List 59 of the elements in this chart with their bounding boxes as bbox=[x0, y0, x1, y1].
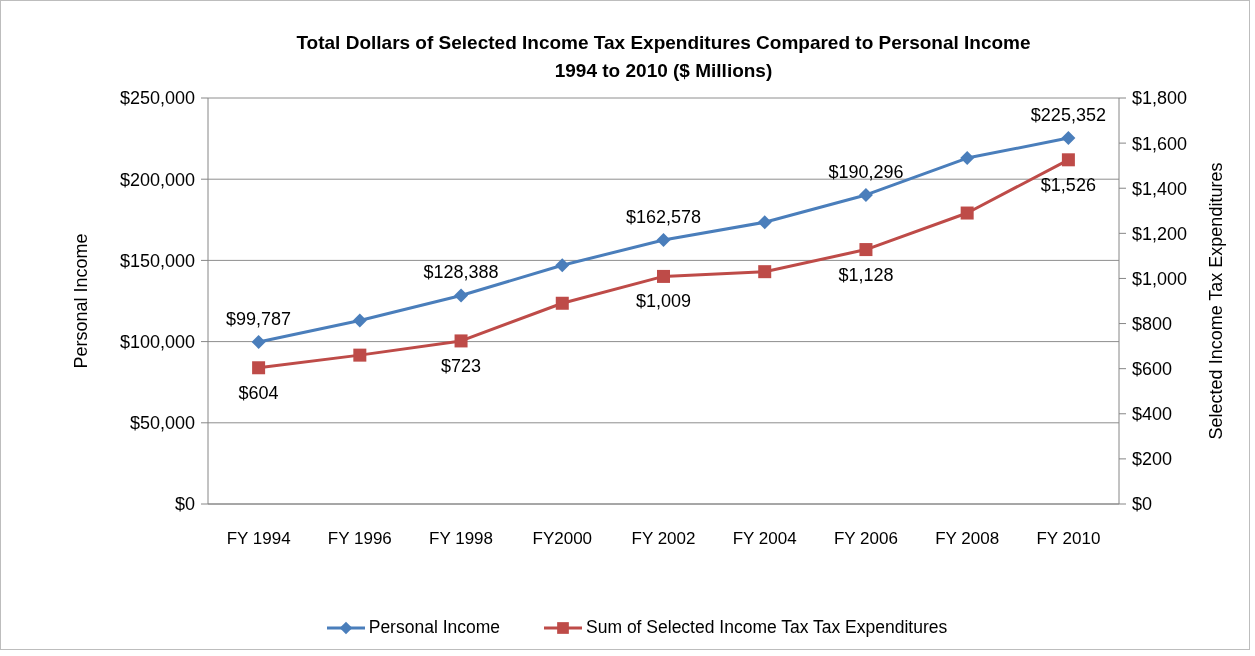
x-tick-label: FY 2002 bbox=[631, 529, 696, 549]
y-tick-label: $250,000 bbox=[119, 88, 195, 109]
point bbox=[555, 296, 569, 310]
chart-title: Total Dollars of Selected Income Tax Expenditures Compared to Personal Income bbox=[295, 31, 1032, 55]
y2-axis-title: Selected Income Tax Expenditures bbox=[1206, 162, 1226, 440]
point bbox=[454, 334, 468, 348]
data-label: $1,128 bbox=[838, 264, 894, 285]
data-label: $1,526 bbox=[1040, 174, 1096, 195]
legend-label: Sum of Selected Income Tax Tax Expenditures bbox=[586, 617, 948, 638]
x-tick-label: FY 2006 bbox=[833, 529, 898, 549]
data-label: $190,296 bbox=[828, 161, 904, 182]
x-tick-label: FY 2010 bbox=[1036, 529, 1101, 549]
data-label: $128,388 bbox=[423, 262, 499, 283]
y-tick-label: $50,000 bbox=[129, 413, 195, 434]
x-tick-label: FY 1998 bbox=[429, 529, 494, 549]
point bbox=[252, 361, 266, 375]
point bbox=[555, 258, 570, 273]
y2-tick-label: $1,600 bbox=[1132, 133, 1188, 154]
y2-tick-label: $0 bbox=[1132, 494, 1153, 515]
data-label: $225,352 bbox=[1030, 105, 1106, 126]
point bbox=[757, 215, 772, 230]
data-label: $162,578 bbox=[625, 206, 702, 227]
point bbox=[858, 187, 873, 202]
y2-tick-label: $1,400 bbox=[1132, 178, 1188, 199]
chart-subtitle: 1994 to 2010 ($ Millions) bbox=[553, 59, 774, 83]
point bbox=[960, 206, 974, 220]
point bbox=[454, 288, 469, 303]
point bbox=[656, 232, 671, 247]
data-label: $99,787 bbox=[226, 308, 292, 329]
y-tick-label: $150,000 bbox=[119, 250, 195, 271]
x-tick-label: FY 2008 bbox=[935, 529, 1000, 549]
x-tick-label: FY 1994 bbox=[226, 529, 291, 549]
point bbox=[352, 313, 367, 328]
y-axis-title: Personal Income bbox=[71, 233, 91, 369]
y2-tick-label: $400 bbox=[1132, 404, 1173, 425]
x-tick-label: FY 1996 bbox=[327, 529, 392, 549]
y-tick-label: $200,000 bbox=[119, 169, 195, 190]
data-label: $604 bbox=[238, 382, 279, 403]
y2-tick-label: $1,200 bbox=[1132, 223, 1188, 244]
x-tick-label: FY 2004 bbox=[732, 529, 797, 549]
data-label: $1,009 bbox=[635, 291, 692, 312]
y2-tick-label: $600 bbox=[1132, 359, 1173, 380]
y-tick-label: $100,000 bbox=[119, 331, 195, 352]
point bbox=[353, 348, 367, 362]
point bbox=[960, 151, 975, 166]
legend-label: Personal Income bbox=[368, 617, 501, 638]
point bbox=[1061, 131, 1076, 146]
y2-tick-label: $800 bbox=[1132, 313, 1173, 334]
point bbox=[657, 269, 670, 283]
y2-tick-label: $200 bbox=[1132, 449, 1173, 470]
point bbox=[758, 265, 772, 279]
data-label: $723 bbox=[441, 355, 482, 376]
y-tick-label: $0 bbox=[174, 494, 195, 515]
x-tick-label: FY2000 bbox=[532, 529, 593, 549]
point bbox=[1061, 153, 1075, 167]
y2-tick-label: $1,000 bbox=[1132, 268, 1188, 289]
point bbox=[859, 243, 873, 257]
y2-tick-label: $1,800 bbox=[1132, 88, 1188, 109]
point bbox=[251, 334, 266, 349]
